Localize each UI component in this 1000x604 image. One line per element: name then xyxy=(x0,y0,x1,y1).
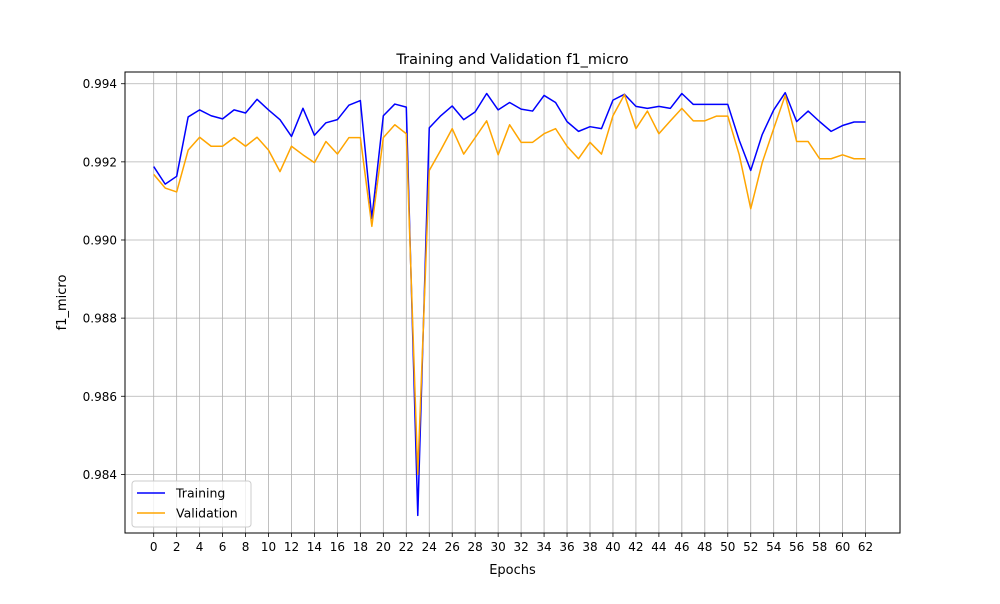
x-tick-label: 34 xyxy=(536,540,551,554)
x-tick-label: 36 xyxy=(559,540,574,554)
series-line-validation xyxy=(153,93,866,476)
x-tick-label: 4 xyxy=(196,540,204,554)
series-layer xyxy=(153,91,866,517)
x-tick-label: 30 xyxy=(491,540,506,554)
grid xyxy=(125,72,900,533)
y-axis-label: f1_micro xyxy=(55,275,70,331)
x-tick-label: 28 xyxy=(468,540,483,554)
x-tick-label: 26 xyxy=(445,540,460,554)
legend-label-validation: Validation xyxy=(176,506,238,521)
x-tick-label: 48 xyxy=(697,540,712,554)
x-tick-label: 56 xyxy=(789,540,804,554)
x-tick-label: 10 xyxy=(261,540,276,554)
x-tick-label: 58 xyxy=(812,540,827,554)
y-axis: 0.984 0.986 0.988 0.990 0.992 0.994 xyxy=(83,77,125,482)
x-tick-label: 18 xyxy=(353,540,368,554)
legend-label-training: Training xyxy=(175,486,225,501)
x-tick-label: 16 xyxy=(330,540,345,554)
x-tick-label: 40 xyxy=(605,540,620,554)
x-tick-label: 6 xyxy=(219,540,227,554)
x-tick-label: 20 xyxy=(376,540,391,554)
legend: Training Validation xyxy=(131,480,252,528)
y-tick-label: 0.994 xyxy=(83,77,117,91)
y-tick-label: 0.984 xyxy=(83,468,117,482)
series-line-training xyxy=(153,91,866,517)
y-tick-label: 0.990 xyxy=(83,233,117,247)
x-axis: 0 2 4 6 8 10 12 14 16 18 20 22 24 26 28 30 32 34 36 38 40 42 4… xyxy=(150,533,873,554)
x-tick-label: 54 xyxy=(766,540,781,554)
x-tick-label: 12 xyxy=(284,540,299,554)
x-tick-label: 46 xyxy=(674,540,689,554)
x-tick-label: 52 xyxy=(743,540,758,554)
chart-title: Training and Validation f1_micro xyxy=(395,52,628,68)
x-tick-label: 22 xyxy=(399,540,414,554)
plot-frame xyxy=(124,71,901,534)
x-tick-label: 2 xyxy=(173,540,181,554)
x-tick-label: 14 xyxy=(307,540,322,554)
x-tick-label: 42 xyxy=(628,540,643,554)
x-axis-label: Epochs xyxy=(489,563,536,578)
x-tick-label: 38 xyxy=(582,540,597,554)
x-tick-label: 62 xyxy=(858,540,873,554)
y-tick-label: 0.992 xyxy=(83,155,117,169)
x-tick-label: 8 xyxy=(242,540,250,554)
x-tick-label: 50 xyxy=(720,540,735,554)
x-tick-label: 0 xyxy=(150,540,158,554)
y-tick-label: 0.986 xyxy=(83,390,117,404)
x-tick-label: 44 xyxy=(651,540,666,554)
x-tick-label: 24 xyxy=(422,540,437,554)
y-tick-label: 0.988 xyxy=(83,312,117,326)
x-tick-label: 32 xyxy=(513,540,528,554)
x-tick-label: 60 xyxy=(835,540,850,554)
